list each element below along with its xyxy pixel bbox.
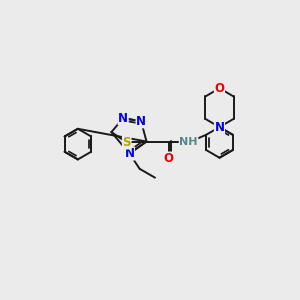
Text: NH: NH [179, 137, 198, 147]
Text: O: O [214, 82, 224, 95]
Text: S: S [122, 136, 131, 149]
Text: O: O [164, 152, 173, 165]
Text: N: N [136, 115, 146, 128]
Text: N: N [124, 147, 134, 160]
Text: N: N [214, 121, 224, 134]
Text: N: N [118, 112, 128, 124]
